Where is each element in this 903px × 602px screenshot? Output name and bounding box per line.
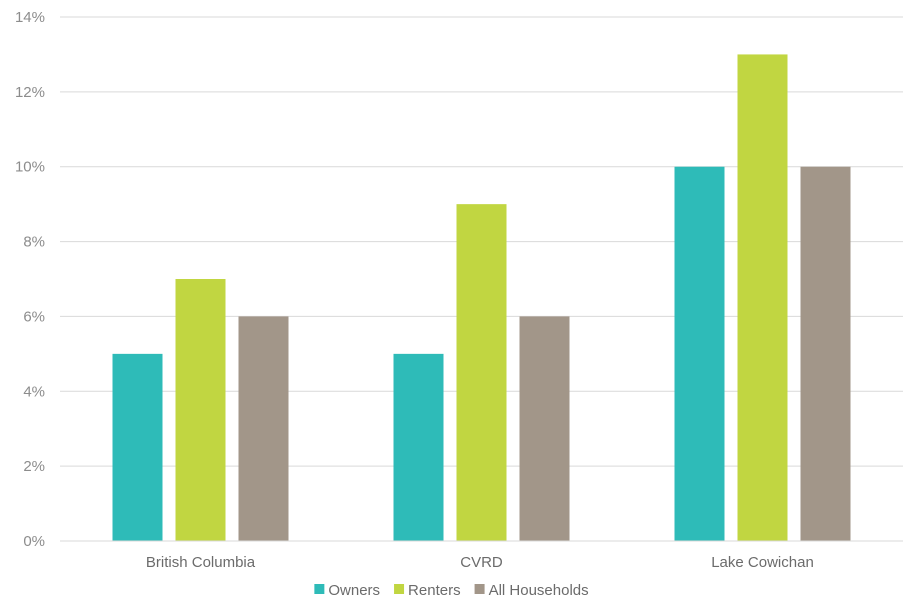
bar-all-households-british-columbia [238,316,289,541]
y-tick-label: 2% [23,458,45,475]
bar-all-households-cvrd [519,316,570,541]
legend-item-all-households: All Households [474,582,589,599]
legend-item-renters: Renters [394,582,461,599]
y-tick-label: 14% [15,9,45,26]
legend-item-owners: Owners [314,582,380,599]
x-category-label: British Columbia [146,554,256,571]
legend: Owners Renters All Households [314,582,589,599]
y-tick-label: 6% [23,308,45,325]
y-tick-label: 10% [15,159,45,176]
bar-owners-cvrd [393,353,444,541]
bar-owners-british-columbia [112,353,163,541]
y-tick-label: 0% [23,533,45,550]
legend-label: Owners [328,582,380,599]
bar-all-households-lake-cowichan [800,166,851,541]
legend-swatch [474,584,485,594]
bar-renters-cvrd [456,204,507,541]
y-axis-tick-labels: 0% 2% 4% 6% 8% 10% 12% 14% [15,9,45,550]
legend-swatch [314,584,325,594]
x-category-label: CVRD [460,554,503,571]
legend-label: Renters [408,582,461,599]
legend-swatch [394,584,405,594]
x-axis-category-labels: British Columbia CVRD Lake Cowichan [146,554,814,571]
x-category-label: Lake Cowichan [711,554,814,571]
bar-renters-lake-cowichan [737,54,788,542]
y-tick-label: 4% [23,383,45,400]
bars [112,54,851,542]
y-tick-label: 12% [15,84,45,101]
y-tick-label: 8% [23,234,45,251]
bar-renters-british-columbia [175,279,226,541]
legend-label: All Households [489,582,589,599]
bar-owners-lake-cowichan [674,166,725,541]
